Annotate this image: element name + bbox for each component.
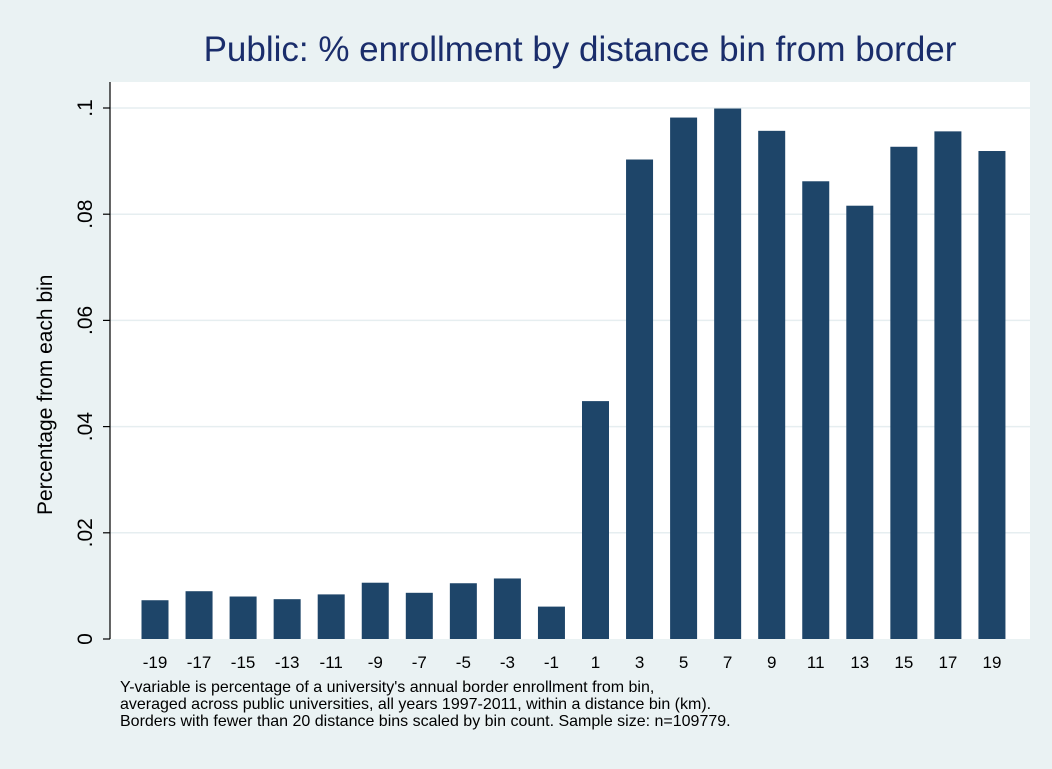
x-tick-label: -7 [412,653,427,672]
y-tick-label: .08 [74,200,97,229]
bar [582,401,609,639]
x-tick-label: -19 [143,653,168,672]
x-ticks: -19 -17 -15 -13 -11 -9 -7 -5 -3 -1 1 3 5 7 9 11 13 15 17 19 [143,653,1002,672]
bar [449,583,477,639]
footnote-line: Borders with fewer than 20 distance bins… [120,713,731,730]
y-tick-label: .04 [74,412,97,442]
x-tick-label: 7 [723,653,732,672]
x-tick-label: -1 [544,653,559,672]
bar [229,596,257,639]
bars [141,108,1006,640]
bar [141,600,169,639]
y-tick-label: .06 [74,306,97,335]
x-tick-label: -5 [456,653,471,672]
bar [890,146,918,639]
bar [758,130,786,639]
bar [273,599,301,639]
x-tick-label: -9 [368,653,383,672]
bar [670,117,698,640]
x-tick-label: 17 [938,653,957,672]
y-tick-label: .02 [74,518,97,547]
x-tick-label: 19 [982,653,1001,672]
x-tick-label: 15 [894,653,913,672]
footnote-line: Y-variable is percentage of a university… [120,679,655,696]
footnote: Y-variable is percentage of a university… [120,679,731,730]
plot-area [110,82,1030,639]
x-tick-label: 5 [679,653,688,672]
y-axis-label: Percentage from each bin [34,274,57,515]
bar [846,205,874,640]
bar [185,591,213,639]
x-tick-label: 13 [850,653,869,672]
bar [978,151,1006,640]
x-tick-label: 11 [807,653,825,672]
bar [317,594,345,639]
bar [626,159,654,639]
x-tick-label: -17 [187,653,212,672]
x-tick-label: 3 [635,653,644,672]
y-tick-label: 0 [74,633,97,645]
x-tick-label: -3 [500,653,515,672]
bar [361,582,389,639]
bar [714,108,742,639]
bar [405,592,433,639]
x-tick-label: 9 [767,653,776,672]
bar [537,606,565,639]
x-tick-label: -11 [320,653,343,672]
bar [934,131,962,639]
gridlines [110,107,1030,534]
y-ticks: 0 .02 .04 .06 .08 .1 [74,99,110,645]
footnote-line: averaged across public universities, all… [120,696,712,713]
x-tick-label: 1 [591,653,600,672]
y-tick-label: .1 [74,99,97,117]
bar [802,181,830,639]
x-tick-label: -15 [231,653,256,672]
chart-title: Public: % enrollment by distance bin fro… [203,30,957,69]
bar [493,578,521,639]
x-tick-label: -13 [275,653,300,672]
